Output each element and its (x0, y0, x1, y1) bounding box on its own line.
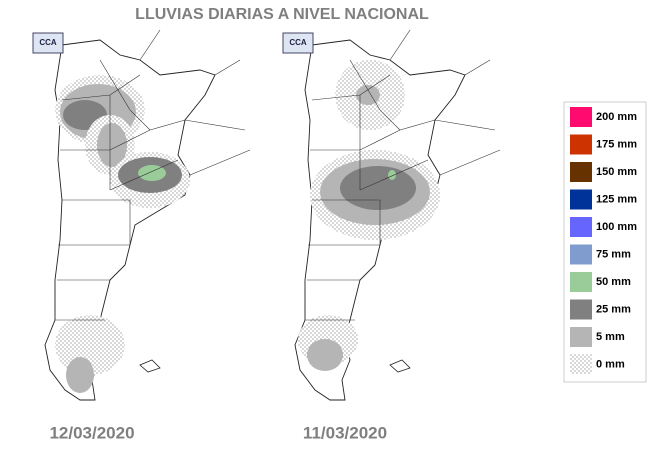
legend-swatch (570, 244, 592, 265)
logo: CCA (39, 38, 57, 47)
map: CCA 11/03/2020 (282, 29, 501, 442)
legend-swatch (570, 107, 592, 127)
legend-label: 175 mm (596, 138, 637, 150)
legend-label: 100 mm (596, 221, 637, 233)
legend-swatch (570, 162, 592, 182)
logo: CCA (289, 38, 307, 47)
legend-swatch (570, 272, 592, 292)
map-date: 11/03/2020 (303, 423, 387, 442)
legend-label: 200 mm (596, 111, 637, 123)
legend-swatch (570, 217, 592, 237)
legend-swatch (570, 299, 592, 320)
legend-swatch (570, 354, 592, 375)
legend-label: 0 mm (596, 358, 625, 370)
legend-label: 150 mm (596, 166, 637, 178)
legend-label: 5 mm (596, 331, 625, 343)
legend-label: 25 mm (596, 303, 631, 315)
logo-box (32, 32, 64, 54)
map-date: 12/03/2020 (49, 423, 134, 442)
legend-swatch (570, 327, 592, 347)
legend-label: 125 mm (596, 193, 637, 205)
legend-swatch (570, 189, 592, 210)
legend-label: 50 mm (596, 276, 631, 288)
legend: 200 mm 175 mm 150 mm 125 mm 100 mm 75 mm 50 mm… (570, 107, 637, 375)
logo-box (282, 32, 314, 54)
map: CCA 12/03/2020 (32, 29, 251, 442)
legend-label: 75 mm (596, 248, 631, 260)
title: LLUVIAS DIARIAS A NIVEL NACIONAL (135, 6, 429, 23)
legend-swatch (570, 134, 592, 155)
